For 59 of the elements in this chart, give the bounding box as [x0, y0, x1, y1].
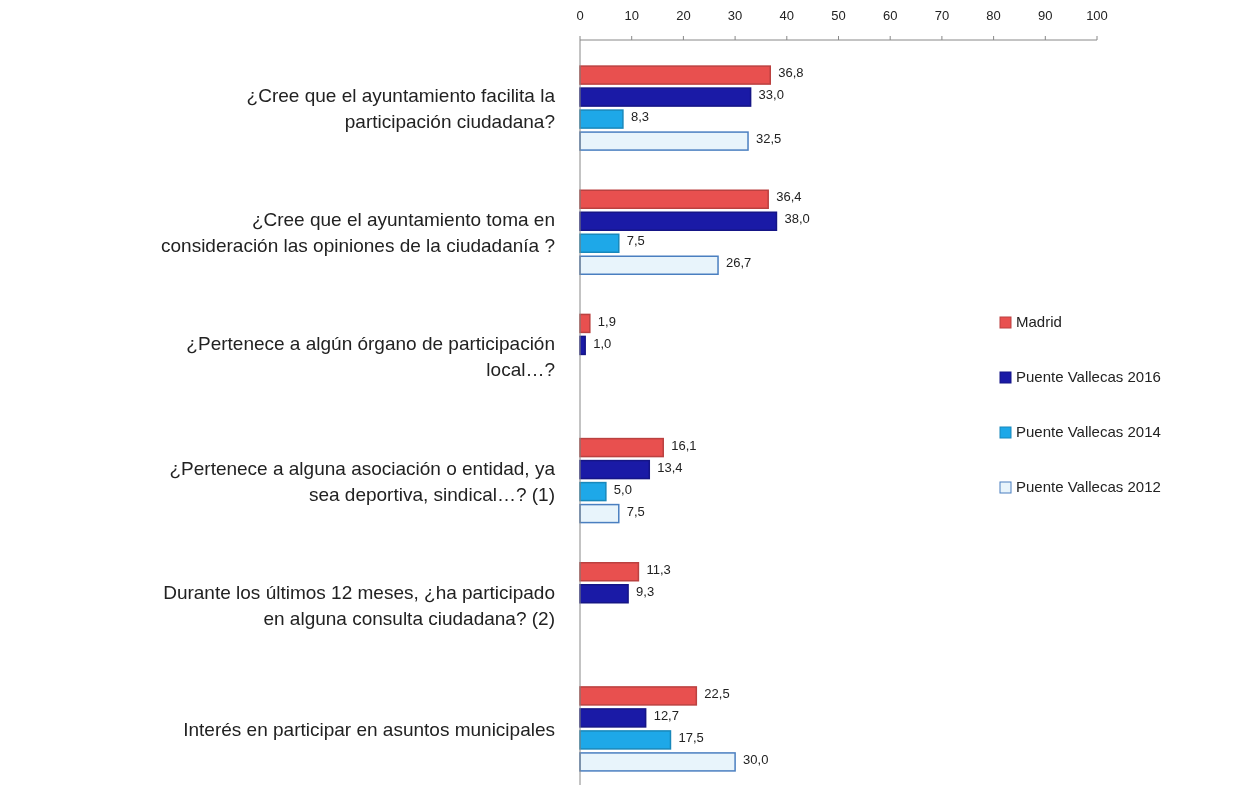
bar	[579, 503, 620, 524]
data-label: 1,9	[597, 313, 616, 329]
x-tick-label: 80	[986, 8, 1001, 23]
x-tick-label: 0	[576, 8, 584, 23]
y-tick-label: ¿Cree que el ayuntamiento facilita la participación ciudadana?	[246, 85, 556, 133]
bar	[579, 730, 672, 750]
y-tick-label: ¿Pertenece a alguna asociación o entidad, ya sea deportiva, sindical…? (1)	[169, 457, 556, 505]
data-label: 16,1	[671, 437, 697, 453]
x-tick-label: 50	[831, 8, 846, 23]
bar	[579, 708, 647, 728]
data-label: 5,0	[613, 481, 632, 497]
data-label: 30,0	[743, 752, 769, 768]
data-label: 7,5	[626, 503, 645, 519]
bar	[579, 255, 719, 275]
data-label: 36,4	[776, 189, 802, 205]
legend-label: Madrid	[1016, 312, 1062, 330]
x-tick-label: 100	[1086, 8, 1108, 23]
data-label: 9,3	[636, 583, 655, 599]
data-label: 8,3	[630, 109, 649, 125]
bar	[579, 437, 664, 458]
bar	[579, 131, 749, 151]
legend-label: Puente Vallecas 2016	[1016, 367, 1161, 385]
data-label: 7,5	[626, 233, 645, 249]
data-label: 38,0	[784, 211, 810, 227]
bar	[579, 459, 651, 480]
data-label: 36,8	[778, 65, 804, 81]
legend-label: Puente Vallecas 2012	[1016, 477, 1161, 495]
bar	[579, 686, 698, 706]
bar	[579, 752, 736, 772]
bar	[579, 87, 752, 107]
data-label: 13,4	[657, 459, 683, 475]
data-label: 26,7	[726, 255, 752, 271]
bar	[579, 233, 620, 253]
bar	[579, 481, 607, 502]
data-label: 22,5	[704, 686, 730, 702]
bar	[579, 562, 640, 582]
bar	[579, 584, 629, 604]
x-tick-label: 20	[676, 8, 691, 23]
bar	[579, 211, 778, 231]
data-label: 1,0	[593, 335, 612, 351]
x-tick-label: 30	[727, 8, 743, 23]
data-label: 11,3	[646, 561, 671, 577]
data-label: 33,0	[758, 87, 784, 103]
y-tick-label: ¿Pertenece a algún órgano de participación local…?	[186, 333, 555, 381]
legend-label: Puente Vallecas 2014	[1016, 422, 1161, 440]
x-tick-label: 60	[882, 8, 898, 23]
bar	[579, 189, 769, 209]
data-label: 32,5	[756, 131, 782, 147]
bar	[579, 109, 624, 129]
y-tick-label: Interés en participar en asuntos municipales	[183, 718, 555, 740]
x-tick-label: 90	[1038, 8, 1053, 23]
x-tick-label: 70	[934, 8, 950, 23]
data-label: 12,7	[653, 708, 679, 724]
y-tick-label: ¿Cree que el ayuntamiento toma en consideración las opiniones de la ciudadanía ?	[161, 209, 555, 257]
bar	[579, 65, 772, 85]
y-tick-label: Durante los últimos 12 meses, ¿ha participado en alguna consulta ciudadana? (2)	[163, 581, 555, 629]
x-tick-label: 40	[779, 8, 795, 23]
x-tick-label: 10	[624, 8, 639, 23]
data-label: 17,5	[678, 730, 704, 746]
